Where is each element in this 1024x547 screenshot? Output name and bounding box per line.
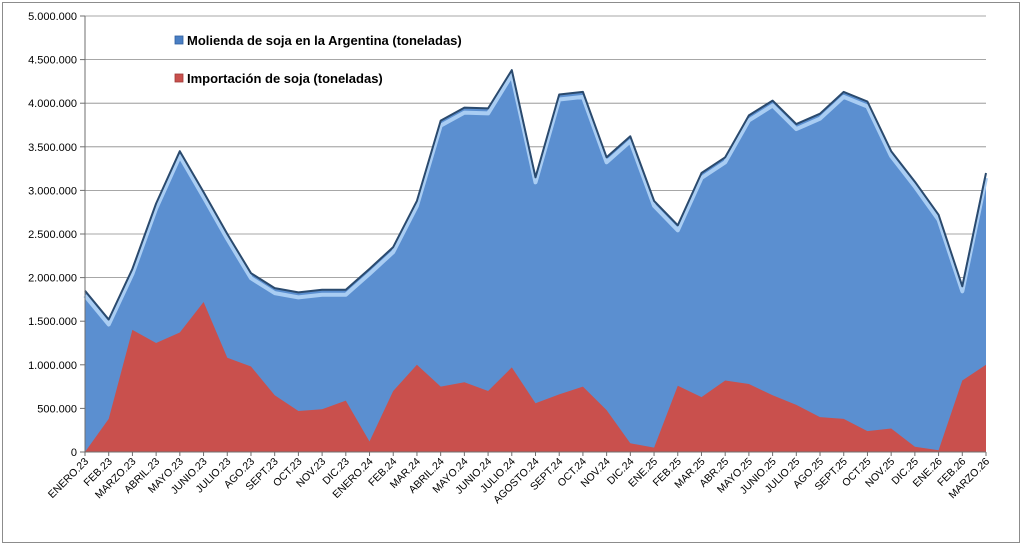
y-tick-label: 2.500.000 [28,229,77,241]
y-tick-label: 2.000.000 [28,273,77,285]
axes [84,16,987,456]
legend-swatch-molienda [174,35,184,45]
y-tick-label: 1.000.000 [28,360,77,372]
y-tick-label: 4.500.000 [28,55,77,67]
legend-label-molienda: Molienda de soja en la Argentina (tonela… [187,33,462,48]
series-area-molienda [85,70,986,452]
y-tick-label: 500.000 [37,403,77,415]
y-tick-label: 3.500.000 [28,142,77,154]
y-tick-label: 5.000.000 [28,11,77,23]
y-tick-label: 1.500.000 [28,316,77,328]
series-layer [83,69,988,452]
series-ridge-molienda [83,73,988,327]
series-area-importacion [85,302,986,452]
y-axis-tick-labels: 0 500.000 1.000.000 1.500.000 2.000.000 2.500… [28,11,77,459]
legend: Molienda de soja en la Argentina (tonela… [174,33,462,86]
y-tick-label: 4.000.000 [28,98,77,110]
legend-item-importacion: Importación de soja (toneladas) [174,71,383,86]
y-tick-label: 0 [71,447,77,459]
legend-item-molienda: Molienda de soja en la Argentina (tonela… [174,33,462,48]
y-tick-label: 3.000.000 [28,185,77,197]
legend-swatch-importacion [174,73,184,83]
series-edge-molienda [84,69,987,321]
x-axis-tick-labels: ENERO.23FEB.23MARZO.23ABRIL.23MAYO.23JUN… [46,456,992,507]
legend-label-importacion: Importación de soja (toneladas) [187,71,383,86]
